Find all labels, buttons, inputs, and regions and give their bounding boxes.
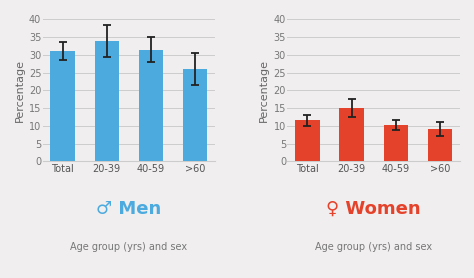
Text: ♂ Men: ♂ Men bbox=[96, 200, 162, 218]
Bar bbox=[428, 129, 452, 161]
Bar bbox=[295, 120, 319, 161]
Text: Age group (yrs) and sex: Age group (yrs) and sex bbox=[315, 242, 432, 252]
Bar bbox=[183, 69, 207, 161]
Text: Age group (yrs) and sex: Age group (yrs) and sex bbox=[70, 242, 187, 252]
Y-axis label: Percentage: Percentage bbox=[15, 59, 25, 122]
Bar bbox=[339, 108, 364, 161]
Bar bbox=[383, 125, 408, 161]
Bar bbox=[51, 51, 75, 161]
Bar bbox=[139, 49, 163, 161]
Y-axis label: Percentage: Percentage bbox=[259, 59, 269, 122]
Text: ♀ Women: ♀ Women bbox=[326, 200, 421, 218]
Bar bbox=[95, 41, 119, 161]
